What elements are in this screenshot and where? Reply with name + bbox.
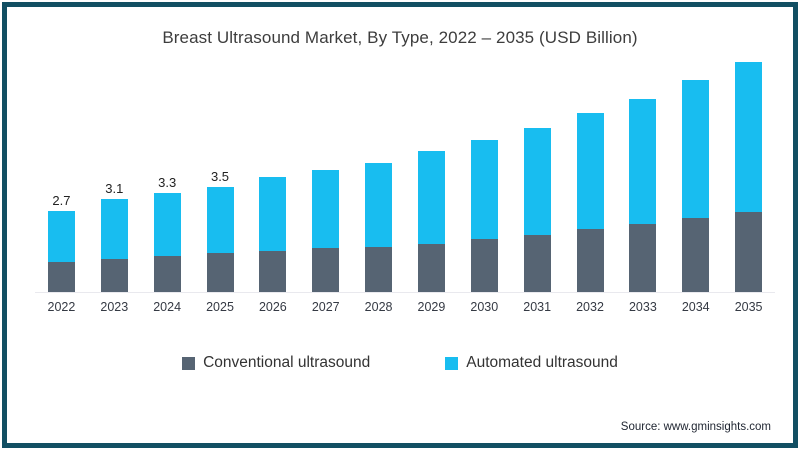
- bar-column-2031: [511, 53, 564, 292]
- bar-segment-automated-2034: [682, 80, 710, 218]
- x-axis-label-2032: 2032: [576, 300, 604, 314]
- x-axis-label-2023: 2023: [100, 300, 129, 314]
- bar-segment-automated-2032: [576, 113, 604, 229]
- source-attribution: Source: www.gminsights.com: [620, 421, 771, 433]
- bar-column-2035: [722, 53, 775, 292]
- bar-column-2029: [405, 53, 458, 292]
- bar-column-2022: 2.7: [35, 53, 88, 292]
- legend-swatch-conventional: [182, 356, 196, 370]
- bar-segment-conventional-2035: [735, 212, 763, 292]
- bar-segment-conventional-2026: [259, 251, 287, 292]
- bars-area: 2.7 3.1 3.3 3.5: [35, 53, 775, 293]
- legend: Conventional ultrasound Automated ultras…: [7, 354, 793, 372]
- x-axis-label-2030: 2030: [470, 300, 499, 314]
- bar-segment-conventional-2033: [629, 224, 657, 292]
- bar-segment-conventional-2023: [100, 259, 128, 292]
- x-axis-label-2034: 2034: [681, 300, 710, 314]
- bar-segment-conventional-2025: [206, 253, 234, 292]
- bar-segment-conventional-2027: [312, 248, 340, 292]
- x-axis-label-2022: 2022: [47, 300, 76, 314]
- bar-column-2032: [564, 53, 617, 292]
- bar-column-2027: [299, 53, 352, 292]
- bar-segment-conventional-2031: [523, 235, 551, 292]
- bar-segment-automated-2029: [417, 151, 445, 244]
- bar-column-2024: 3.3: [141, 53, 194, 292]
- bar-column-2028: [352, 53, 405, 292]
- bar-segment-automated-2024: [153, 193, 181, 256]
- x-axis-label-2025: 2025: [206, 300, 234, 314]
- legend-item-automated: Automated ultrasound: [445, 354, 618, 372]
- chart-title: Breast Ultrasound Market, By Type, 2022 …: [162, 28, 638, 47]
- legend-swatch-automated: [445, 356, 459, 370]
- bar-segment-conventional-2030: [470, 239, 498, 292]
- bar-column-2025: 3.5: [194, 53, 247, 292]
- bar-segment-automated-2027: [312, 170, 340, 248]
- x-axis-label-2026: 2026: [258, 300, 287, 314]
- x-axis-label-2035: 2035: [734, 300, 763, 314]
- bar-column-2034: [669, 53, 722, 292]
- x-axis-label-2024: 2024: [153, 300, 182, 314]
- bar-segment-conventional-2024: [153, 256, 181, 292]
- bar-total-label-2022: 2.7: [52, 193, 71, 208]
- bar-segment-automated-2025: [206, 187, 234, 253]
- x-axis-label-2031: 2031: [523, 300, 552, 314]
- bar-segment-conventional-2029: [417, 244, 445, 292]
- bar-column-2026: [246, 53, 299, 292]
- bar-column-2023: 3.1: [88, 53, 141, 292]
- bar-segment-automated-2033: [629, 99, 657, 224]
- x-axis-label-2027: 2027: [311, 300, 340, 314]
- bar-column-2030: [458, 53, 511, 292]
- bar-segment-automated-2023: [100, 199, 128, 259]
- bar-segment-automated-2022: [47, 211, 75, 262]
- bar-total-label-2025: 3.5: [210, 169, 230, 184]
- bar-segment-automated-2030: [470, 140, 498, 239]
- bar-total-label-2023: 3.1: [105, 181, 124, 196]
- legend-label-conventional: Conventional ultrasound: [203, 354, 371, 371]
- legend-item-conventional: Conventional ultrasound: [182, 354, 370, 372]
- x-axis-label-2029: 2029: [417, 300, 446, 314]
- bar-segment-conventional-2022: [47, 262, 75, 292]
- bar-segment-conventional-2028: [365, 247, 393, 292]
- bar-column-2033: [616, 53, 669, 292]
- bar-segment-automated-2031: [523, 128, 551, 235]
- x-axis-label-2033: 2033: [628, 300, 657, 314]
- bar-segment-conventional-2032: [576, 229, 604, 292]
- bar-total-label-2024: 3.3: [158, 175, 177, 190]
- bar-segment-automated-2035: [735, 62, 763, 212]
- bar-segment-automated-2026: [259, 177, 287, 251]
- x-axis: 2022 2023 2024 2025 2026 2027 2028 2029 2030 2031…: [35, 300, 775, 314]
- bar-segment-automated-2028: [365, 163, 393, 247]
- x-axis-label-2028: 2028: [364, 300, 393, 314]
- legend-label-automated: Automated ultrasound: [466, 354, 618, 371]
- plot-area: 2.7 3.1 3.3 3.5 2022 2023 2024 2025 2026 2027 202…: [35, 53, 775, 314]
- bar-segment-conventional-2034: [682, 218, 710, 292]
